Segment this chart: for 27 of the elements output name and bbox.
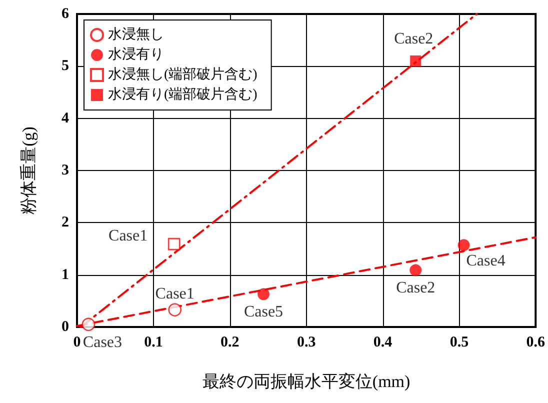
y-tick-label: 1 [62, 266, 69, 283]
x-tick-label: 0.1 [144, 334, 163, 350]
x-tick-label: 0.3 [296, 334, 316, 350]
legend-label: 水浸有り(端部破片含む) [108, 86, 258, 102]
data-label: Case1 [108, 228, 148, 245]
legend-label: 水浸有り [108, 46, 164, 62]
data-label: Case3 [82, 334, 122, 351]
x-tick-label: 0.6 [526, 334, 546, 350]
y-tick-label: 4 [62, 110, 70, 126]
y-tick-label: 6 [62, 6, 70, 22]
y-axis-title: 粉体重量(g) [19, 126, 38, 214]
x-tick-label: 0.5 [450, 334, 469, 350]
x-tick-label: 0.2 [220, 334, 240, 350]
x-axis-title: 最終の両振幅水平変位(mm) [202, 372, 410, 391]
x-tick-label: 0.4 [373, 334, 393, 350]
y-tick-label: 5 [62, 58, 69, 74]
data-label: Case4 [466, 252, 506, 270]
data-label: Case1 [155, 285, 194, 302]
legend-label: 水浸無し [108, 26, 164, 42]
x-tick-label: 0 [73, 334, 81, 350]
y-tick-label: 3 [62, 162, 69, 178]
y-tick-label: 2 [62, 214, 69, 231]
data-label: Case5 [244, 304, 284, 321]
data-label: Case2 [394, 30, 434, 48]
legend-label: 水浸無し(端部破片含む) [108, 66, 258, 82]
data-label: Case2 [396, 280, 436, 297]
y-tick-label: 0 [62, 319, 69, 335]
